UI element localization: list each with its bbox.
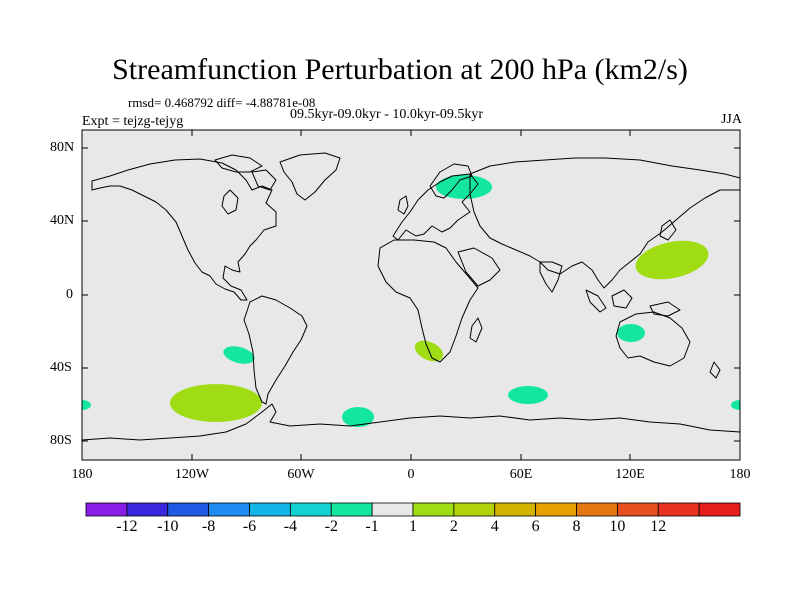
anomaly-scandinavia [436, 175, 492, 199]
anomaly-south-pacific-a [223, 346, 255, 364]
colorbar-label: -8 [201, 518, 216, 535]
anomaly-dateline-east [82, 400, 91, 410]
season-label: JJA [720, 112, 742, 127]
coast-madagascar [469, 317, 483, 343]
colorbar-swatch [208, 502, 250, 517]
coastlines [82, 152, 740, 441]
colorbar-swatch [576, 502, 618, 517]
coast-antarctica [82, 403, 740, 441]
coast-india [539, 261, 563, 293]
colorbar-label: -4 [283, 518, 298, 535]
colorbar-swatch [330, 502, 373, 517]
colorbar-label: 6 [531, 518, 540, 535]
coast-indonesia [611, 289, 633, 309]
colorbar-swatch [698, 502, 741, 517]
experiment-label: Expt = tejzg-tejyg [82, 114, 184, 129]
chart-title: Streamfunction Perturbation at 200 hPa (… [112, 53, 688, 86]
x-tick-120e: 120E [615, 467, 645, 482]
colorbar [85, 502, 741, 517]
coast-south-america [243, 295, 308, 405]
stats-text: rmsd= 0.468792 diff= -4.88781e-08 [128, 95, 316, 110]
coast-britain [397, 195, 409, 215]
coast-asia [469, 157, 740, 289]
anomaly-south-indian [508, 386, 548, 404]
anomaly-south-pacific-b [170, 384, 262, 422]
colorbar-label: 10 [609, 518, 626, 535]
coast-africa [377, 239, 479, 363]
colorbar-label: -2 [324, 518, 338, 535]
colorbar-swatch [371, 502, 414, 517]
colorbar-label: -10 [157, 518, 179, 535]
colorbar-label: 1 [409, 518, 417, 535]
x-tick-120w: 120W [174, 467, 210, 482]
colorbar-swatch [616, 502, 659, 517]
y-tick-0: 0 [66, 287, 73, 302]
colorbar-swatch [167, 502, 210, 517]
y-tick-80n: 80N [50, 140, 75, 155]
anomaly-dateline-west [731, 400, 740, 410]
colorbar-label: 2 [449, 518, 458, 535]
colorbar-swatch [494, 502, 537, 517]
coast-arctic-islands [214, 154, 263, 173]
colorbar-label: 8 [572, 518, 581, 535]
colorbar-label: 12 [650, 518, 667, 535]
anomaly-australia [617, 324, 645, 342]
coast-europe [392, 173, 479, 241]
x-tick-180w: 180 [71, 467, 93, 482]
y-tick-40s: 40S [50, 360, 72, 375]
colorbar-label: -12 [116, 518, 138, 535]
y-tick-40n: 40N [50, 213, 75, 228]
coast-new-zealand [709, 361, 721, 379]
colorbar-label: -1 [365, 518, 379, 535]
x-tick-60e: 60E [509, 467, 533, 482]
x-tick-0: 0 [407, 467, 415, 482]
colorbar-swatch [126, 502, 169, 517]
coast-japan [659, 219, 677, 241]
colorbar-swatch [535, 502, 577, 517]
coast-scandinavia [429, 163, 473, 199]
coast-greenland [279, 152, 341, 201]
colorbar-swatch [289, 502, 332, 517]
anomaly-south-atlantic [342, 407, 374, 427]
coast-north-america [91, 158, 277, 301]
colorbar-label: 4 [490, 518, 499, 535]
coast-new-guinea [649, 301, 681, 317]
axis-ticks [81, 130, 741, 460]
x-tick-60w: 60W [287, 467, 315, 482]
colorbar-swatch [85, 502, 128, 517]
coast-baffin [251, 169, 277, 191]
colorbar-label: -6 [242, 518, 257, 535]
coast-australia [615, 311, 691, 367]
anomaly-layer [82, 175, 740, 427]
coast-hudson-bay [221, 189, 239, 215]
anomaly-west-pacific [635, 240, 709, 280]
colorbar-swatch [657, 502, 700, 517]
y-tick-80s: 80S [50, 433, 72, 448]
period-label: 09.5kyr-09.0kyr - 10.0kyr-09.5kyr [290, 107, 484, 122]
colorbar-swatch [453, 502, 496, 517]
x-tick-180e: 180 [729, 467, 751, 482]
coast-sumatra [585, 289, 607, 313]
colorbar-swatch [412, 502, 455, 517]
coast-arabia [457, 247, 501, 287]
colorbar-swatch [249, 502, 291, 517]
